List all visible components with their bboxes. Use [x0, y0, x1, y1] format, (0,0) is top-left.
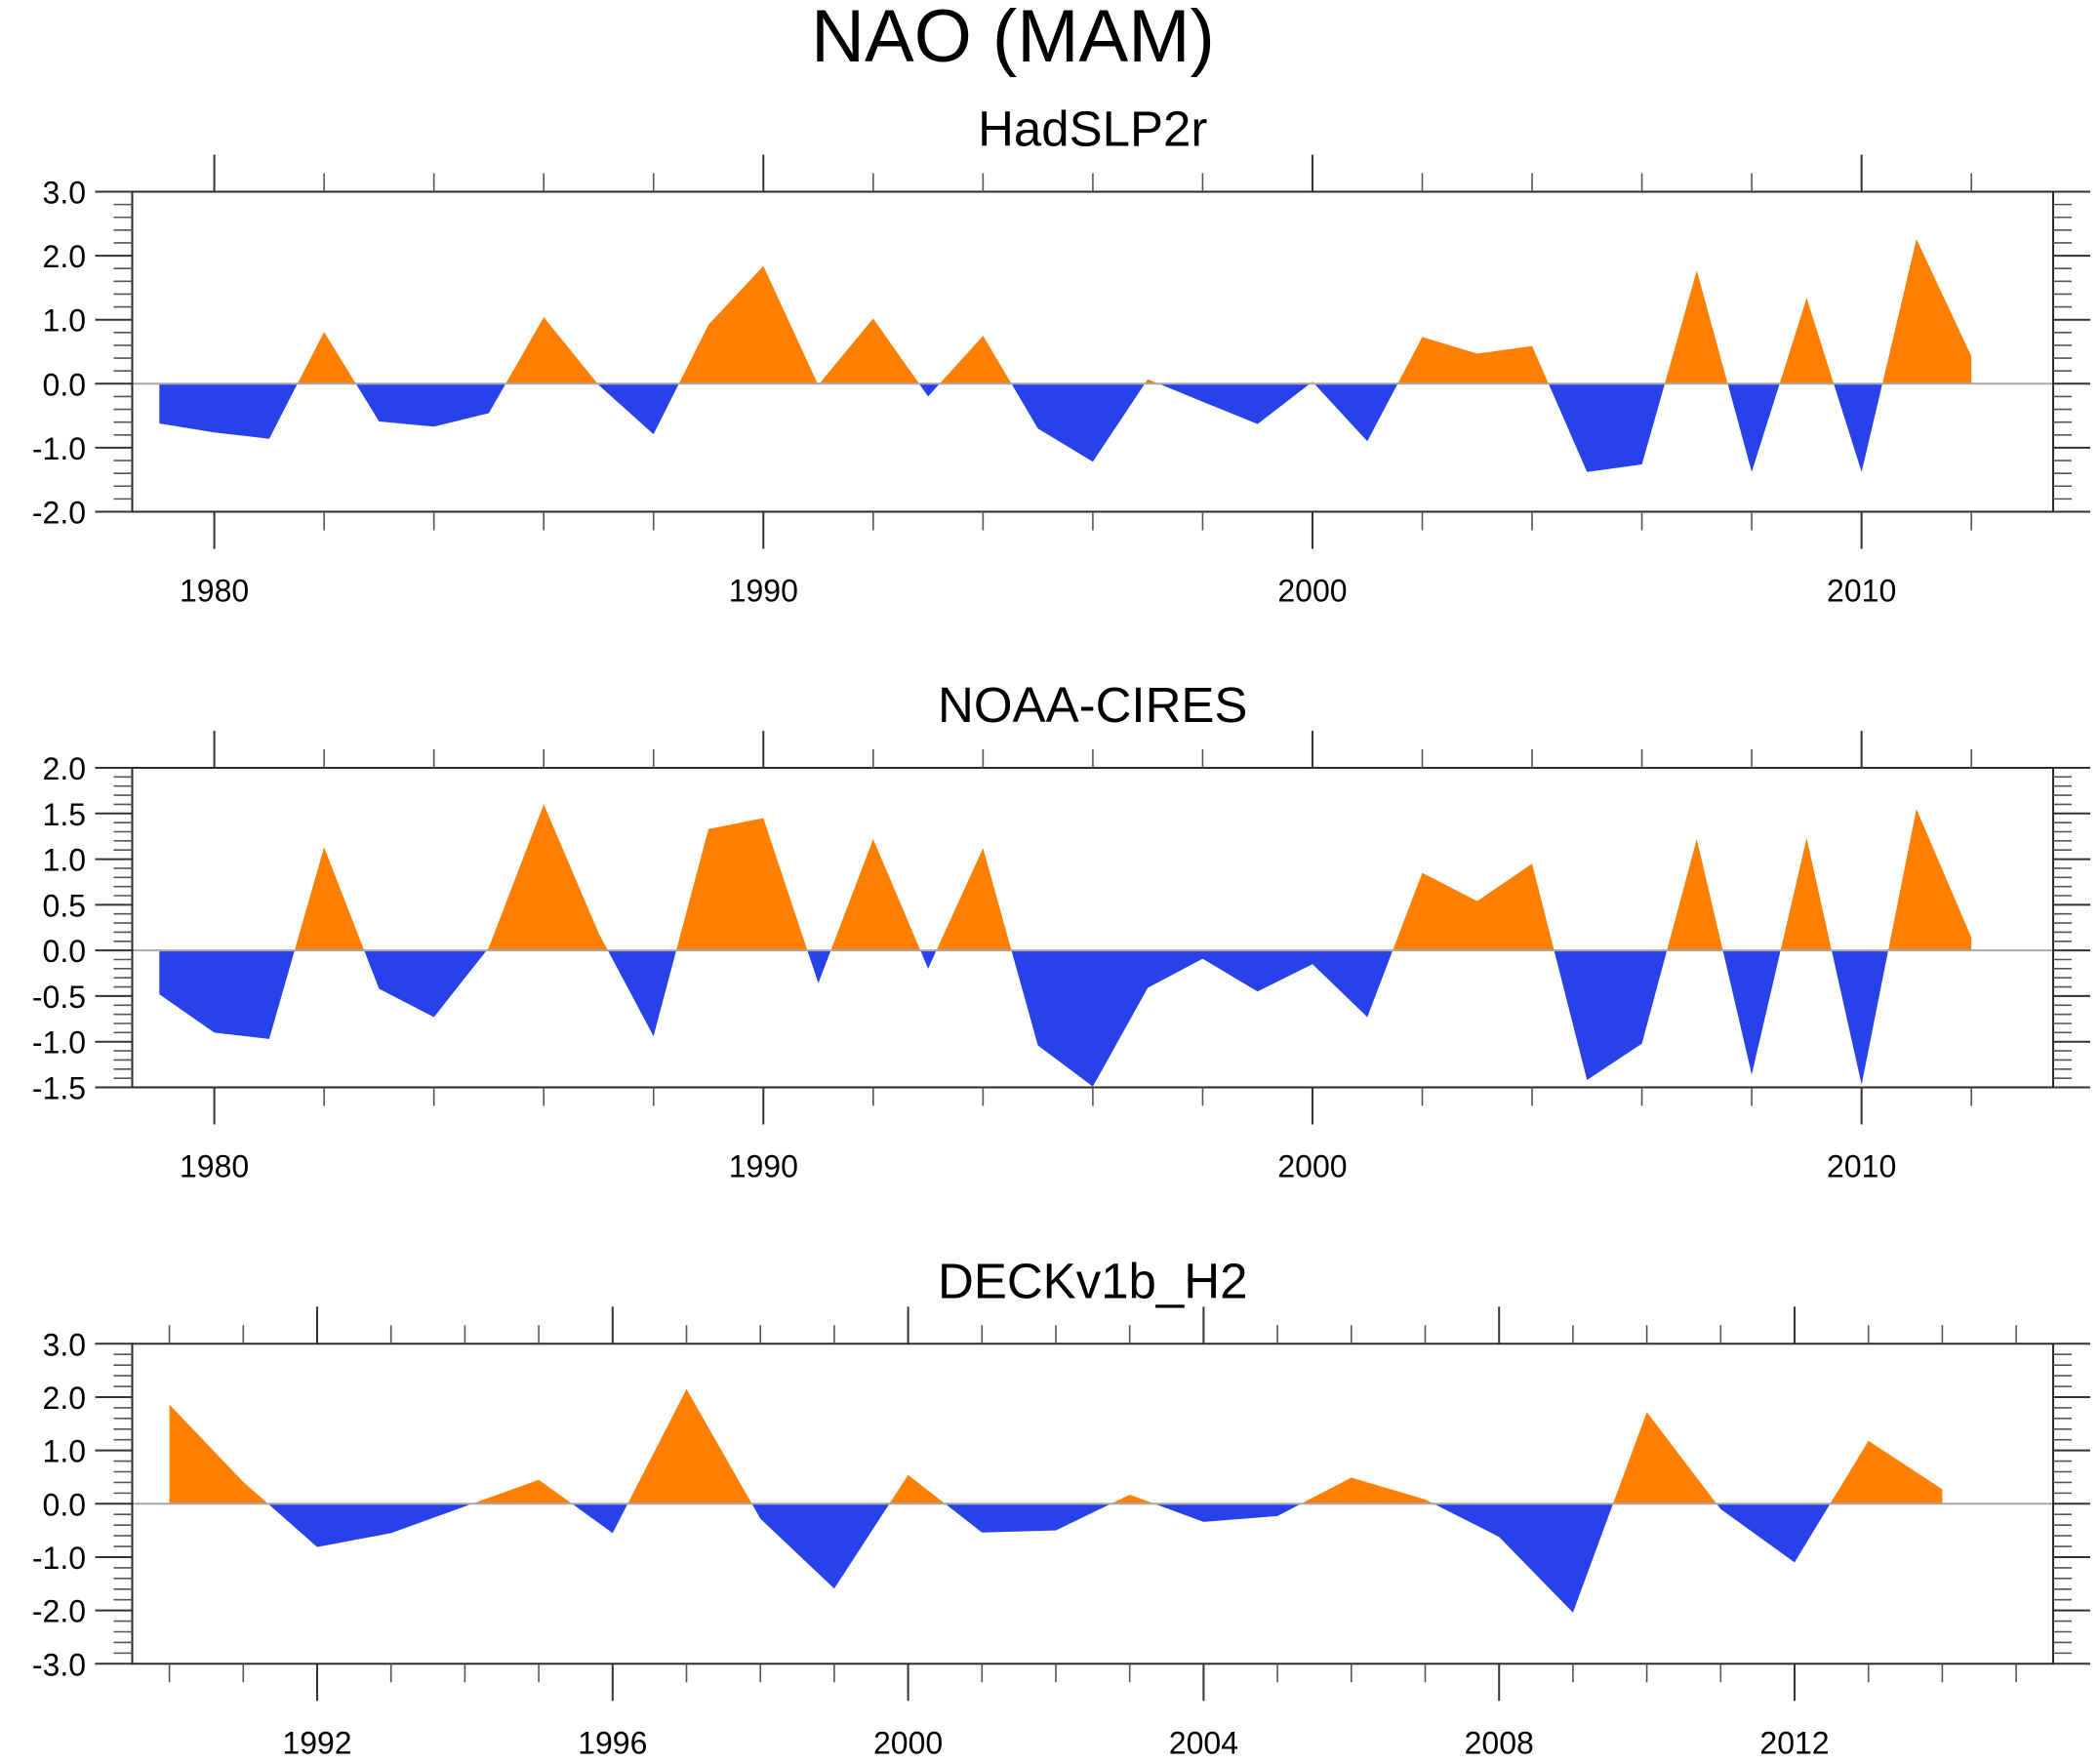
- y-tick-label: 1.5: [43, 797, 86, 832]
- x-tick-label: 1980: [180, 1149, 249, 1184]
- y-tick-label: -1.5: [32, 1071, 86, 1106]
- y-tick-label: 3.0: [43, 176, 86, 211]
- panel-title: NOAA-CIRES: [938, 677, 1247, 733]
- x-tick-label: 2010: [1827, 574, 1896, 609]
- y-tick-label: -1.0: [32, 1541, 86, 1576]
- x-tick-label: 1992: [282, 1725, 351, 1760]
- positive-area: [159, 804, 1972, 951]
- y-tick-label: 2.0: [43, 751, 86, 786]
- panel-2: NOAA-CIRES 2.0 1.5 1.0 0.5 0.0 -0.5 -1.0 -1.5 198…: [32, 677, 2090, 1184]
- x-tick-label: 1990: [729, 574, 798, 609]
- y-tick-label: 2.0: [43, 239, 86, 274]
- x-tick-label: 1990: [729, 1149, 798, 1184]
- y-tick-label: 2.0: [43, 1381, 86, 1416]
- y-tick-label: 0.0: [43, 1487, 86, 1522]
- panel-3: DECKv1b_H2 3.0 2.0 1.0 0.0 -1.0 -2.0 -3.0 1992 19…: [32, 1253, 2090, 1760]
- negative-area: [159, 383, 1972, 472]
- y-tick-label: 1.0: [43, 1434, 86, 1469]
- figure-title: NAO (MAM): [811, 0, 1215, 78]
- negative-area: [169, 1503, 1943, 1613]
- x-tick-label: 2000: [1277, 574, 1347, 609]
- positive-area: [159, 239, 1972, 384]
- y-tick-label: 0.0: [43, 367, 86, 402]
- x-tick-label: 2010: [1827, 1149, 1896, 1184]
- x-tick-label: 2000: [873, 1725, 943, 1760]
- y-tick-label: -3.0: [32, 1647, 86, 1682]
- panel-1: HadSLP2r 3.0 2.0 1.0 0.0 -1.0 -2.0 1980 1990 2000…: [32, 101, 2090, 609]
- y-tick-label: 3.0: [43, 1327, 86, 1362]
- y-tick-label: -2.0: [32, 496, 86, 531]
- panel-title: HadSLP2r: [978, 101, 1207, 157]
- x-tick-label: 2012: [1759, 1725, 1829, 1760]
- y-tick-label: 0.0: [43, 934, 86, 969]
- y-tick-label: -1.0: [32, 1025, 86, 1061]
- x-tick-label: 2008: [1465, 1725, 1534, 1760]
- panel-title: DECKv1b_H2: [938, 1253, 1247, 1308]
- panels: HadSLP2r 3.0 2.0 1.0 0.0 -1.0 -2.0 1980 1990 2000…: [32, 101, 2090, 1760]
- x-tick-label: 2000: [1277, 1149, 1347, 1184]
- y-tick-label: -1.0: [32, 431, 86, 466]
- x-tick-label: 1980: [180, 574, 249, 609]
- negative-area: [159, 950, 1972, 1087]
- y-tick-label: -2.0: [32, 1594, 86, 1629]
- y-tick-label: 1.0: [43, 843, 86, 878]
- x-tick-label: 1996: [578, 1725, 647, 1760]
- y-tick-label: -0.5: [32, 980, 86, 1015]
- y-tick-label: 1.0: [43, 303, 86, 339]
- x-tick-label: 2004: [1169, 1725, 1238, 1760]
- y-tick-label: 0.5: [43, 888, 86, 923]
